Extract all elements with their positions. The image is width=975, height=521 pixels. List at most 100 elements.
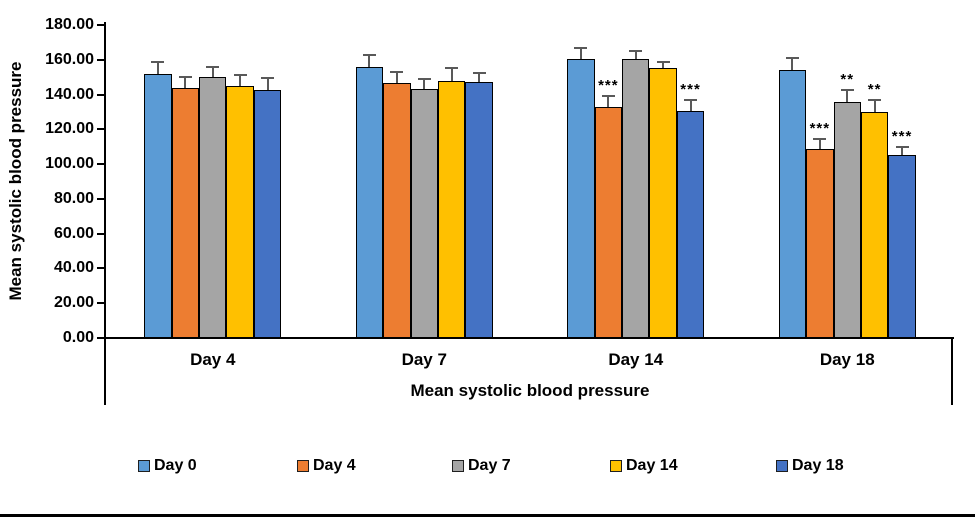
bar-day7-day7 bbox=[410, 89, 438, 338]
significance-marker: ** bbox=[840, 71, 855, 89]
bar-day7-day14 bbox=[622, 58, 650, 338]
bar-day4-day18 bbox=[806, 149, 834, 338]
legend-item-day18: Day 18 bbox=[776, 458, 844, 474]
y-tick-label: 60.00 bbox=[53, 224, 94, 242]
error-bar-line bbox=[791, 58, 794, 71]
y-tick-label: 140.00 bbox=[45, 85, 94, 103]
x-axis-line bbox=[98, 337, 954, 339]
bar-day14-day18 bbox=[860, 111, 889, 338]
error-bar-cap bbox=[362, 54, 376, 57]
error-bar-line bbox=[873, 99, 876, 112]
error-bar-cap bbox=[785, 57, 799, 60]
y-tick-label: 80.00 bbox=[53, 189, 94, 207]
y-axis-line bbox=[104, 22, 106, 405]
error-bar-cap bbox=[840, 89, 854, 92]
legend-label: Day 4 bbox=[313, 457, 356, 474]
y-tick-label: 160.00 bbox=[45, 50, 94, 68]
error-bar-cap bbox=[574, 46, 588, 49]
bar-day18-day18 bbox=[888, 154, 916, 338]
category-area-right-line bbox=[951, 337, 953, 405]
error-bar-line bbox=[607, 96, 610, 107]
error-bar-cap bbox=[656, 60, 670, 63]
error-bar-line bbox=[395, 71, 398, 84]
bar-day18-day4 bbox=[253, 90, 282, 338]
category-label: Day 14 bbox=[608, 350, 664, 369]
legend-label: Day 7 bbox=[468, 457, 511, 474]
error-bar-cap bbox=[813, 137, 827, 140]
bar-day7-day4 bbox=[199, 77, 227, 338]
x-axis-title: Mean systolic blood pressure bbox=[410, 381, 650, 400]
y-tick-mark bbox=[97, 58, 105, 61]
y-tick-mark bbox=[97, 93, 105, 96]
error-bar-line bbox=[450, 67, 453, 81]
significance-marker: *** bbox=[891, 127, 913, 145]
category-label: Day 7 bbox=[401, 350, 447, 369]
error-bar-line bbox=[478, 72, 481, 83]
legend-swatch-icon bbox=[452, 460, 464, 472]
y-tick-mark bbox=[97, 163, 105, 166]
bar-day0-day18 bbox=[778, 70, 807, 338]
legend-label: Day 0 bbox=[154, 457, 197, 474]
significance-marker: *** bbox=[598, 77, 619, 95]
y-tick-mark bbox=[97, 24, 105, 26]
bar-day14-day7 bbox=[437, 80, 466, 338]
error-bar-line bbox=[368, 55, 371, 67]
significance-marker: *** bbox=[809, 119, 831, 137]
error-bar-cap bbox=[629, 50, 643, 53]
bar-day14-day14 bbox=[649, 67, 677, 338]
error-bar-cap bbox=[472, 71, 486, 74]
significance-marker: ** bbox=[867, 80, 882, 98]
y-tick-mark bbox=[97, 267, 105, 270]
error-bar-line bbox=[266, 78, 269, 91]
error-bar-line bbox=[689, 99, 692, 112]
category-label: Day 18 bbox=[819, 350, 875, 369]
bar-day4-day7 bbox=[383, 83, 411, 338]
error-bar-line bbox=[423, 78, 426, 90]
error-bar-line bbox=[156, 62, 159, 74]
y-tick-label: 120.00 bbox=[45, 120, 94, 138]
category-label: Day 4 bbox=[190, 350, 236, 369]
y-tick-label: 20.00 bbox=[53, 294, 94, 312]
error-bar-cap bbox=[417, 77, 431, 80]
error-bar-cap bbox=[261, 77, 275, 80]
legend-item-day7: Day 7 bbox=[452, 458, 511, 474]
bar-day18-day7 bbox=[465, 82, 493, 338]
bar-day7-day18 bbox=[833, 102, 861, 338]
legend-swatch-icon bbox=[138, 460, 150, 472]
error-bar-line bbox=[239, 74, 242, 86]
legend-swatch-icon bbox=[610, 460, 622, 472]
bar-day0-day14 bbox=[567, 58, 595, 338]
error-bar-line bbox=[211, 66, 214, 78]
bar-day0-day4 bbox=[144, 73, 172, 338]
y-tick-mark bbox=[97, 302, 105, 305]
legend-item-day4: Day 4 bbox=[297, 458, 356, 474]
error-bar-cap bbox=[390, 70, 404, 73]
error-bar-line bbox=[846, 90, 849, 103]
bar-day0-day7 bbox=[355, 66, 384, 338]
error-bar-line bbox=[579, 47, 582, 59]
error-bar-cap bbox=[445, 66, 459, 69]
bottom-divider-line bbox=[0, 514, 975, 517]
bar-day14-day4 bbox=[226, 85, 254, 338]
error-bar-cap bbox=[868, 98, 882, 101]
bar-day4-day14 bbox=[594, 106, 623, 338]
error-bar-line bbox=[184, 77, 187, 88]
error-bar-cap bbox=[206, 65, 220, 68]
error-bar-cap bbox=[233, 73, 247, 76]
y-tick-mark bbox=[97, 128, 105, 131]
y-tick-label: 0.00 bbox=[62, 329, 94, 346]
error-bar-cap bbox=[684, 98, 698, 101]
error-bar-line bbox=[901, 146, 904, 155]
significance-marker: *** bbox=[680, 80, 701, 98]
legend-item-day0: Day 0 bbox=[138, 458, 197, 474]
legend-label: Day 14 bbox=[626, 457, 678, 474]
y-tick-mark bbox=[97, 197, 105, 200]
error-bar-cap bbox=[895, 145, 909, 148]
y-tick-label: 40.00 bbox=[53, 259, 94, 277]
legend-label: Day 18 bbox=[792, 457, 844, 474]
error-bar-line bbox=[662, 61, 665, 68]
bar-day4-day4 bbox=[171, 87, 200, 338]
legend-swatch-icon bbox=[776, 460, 788, 472]
error-bar-cap bbox=[151, 61, 165, 64]
